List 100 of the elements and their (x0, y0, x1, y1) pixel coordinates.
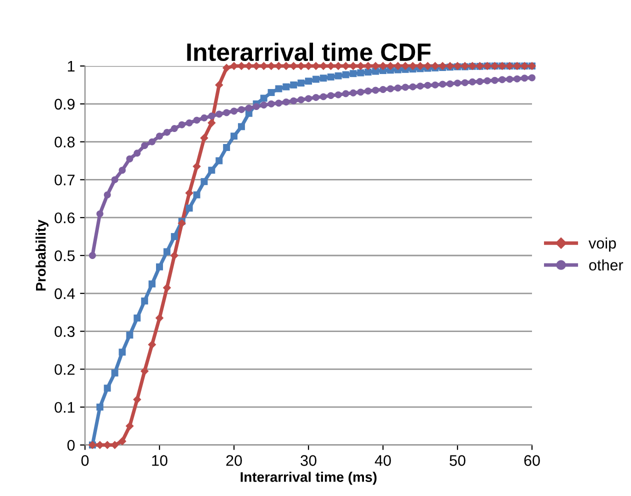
point (290, 97, 298, 104)
point (126, 155, 134, 162)
point (155, 314, 164, 322)
chart-title: Interarrival time CDF (187, 42, 431, 62)
point (320, 74, 327, 82)
y-tick-label: 0.3 (54, 326, 75, 337)
y-tick-label: 0.7 (54, 174, 75, 186)
point (357, 69, 364, 76)
point (468, 78, 476, 86)
point (193, 191, 200, 198)
x-tick-label: 20 (226, 455, 242, 466)
x-tick-label: 50 (450, 455, 466, 466)
point (268, 89, 275, 96)
point (438, 62, 447, 70)
point (141, 142, 148, 150)
point (156, 132, 163, 140)
point (260, 102, 268, 109)
point (514, 75, 521, 82)
x-tick-label: 40 (374, 455, 391, 466)
point (401, 62, 410, 70)
point (431, 62, 440, 70)
x-tick-label: 10 (152, 455, 168, 466)
point (163, 248, 170, 256)
point (216, 110, 223, 118)
point (461, 79, 468, 86)
point (408, 62, 417, 70)
point (394, 84, 402, 92)
point (334, 91, 342, 98)
point (416, 62, 424, 70)
point (394, 62, 402, 70)
y-tick-label: 0.2 (54, 364, 75, 375)
point (126, 422, 134, 430)
point (170, 251, 179, 260)
point (484, 77, 491, 84)
point (110, 440, 119, 450)
point (327, 74, 334, 80)
point (148, 340, 156, 349)
point (118, 437, 126, 446)
point (320, 93, 327, 100)
point (506, 76, 514, 83)
y-tick-label: 0.8 (54, 136, 75, 148)
point (424, 82, 432, 89)
legend-label: other (589, 259, 624, 271)
point (96, 210, 104, 218)
point (521, 74, 528, 82)
point (260, 94, 268, 102)
point (140, 366, 149, 376)
y-tick-label: 0.4 (54, 288, 75, 300)
point (334, 72, 342, 80)
point (342, 90, 350, 98)
point (141, 297, 148, 304)
point (111, 176, 118, 184)
point (222, 64, 231, 72)
point (305, 78, 312, 85)
point (103, 440, 112, 450)
point (148, 138, 156, 146)
x-tick-label: 30 (300, 455, 316, 466)
point (380, 86, 386, 93)
point (476, 78, 484, 86)
point (275, 85, 282, 92)
point (238, 106, 245, 114)
point (133, 395, 142, 404)
point (439, 80, 446, 88)
point (104, 384, 111, 392)
point (350, 70, 357, 78)
y-tick-label: 0.9 (54, 98, 75, 110)
point (298, 80, 305, 87)
point (402, 84, 409, 91)
y-tick-label: 0.5 (54, 250, 75, 262)
point (409, 83, 416, 90)
point (275, 100, 282, 107)
point (245, 104, 252, 112)
point (170, 233, 178, 240)
point (238, 123, 245, 130)
point (342, 71, 350, 78)
x-tick-label: 0 (81, 455, 89, 466)
point (446, 80, 454, 88)
point (312, 94, 320, 101)
x-tick-label: 60 (524, 455, 540, 466)
point (491, 76, 498, 84)
point (282, 83, 290, 90)
point (327, 92, 334, 100)
point (216, 157, 223, 164)
point (252, 103, 260, 110)
point (312, 76, 320, 83)
point (162, 284, 172, 292)
point (386, 62, 395, 70)
point (178, 219, 186, 228)
point (416, 82, 424, 90)
point (178, 121, 186, 128)
point (230, 132, 238, 140)
point (192, 162, 201, 171)
point (230, 108, 238, 115)
point (134, 150, 141, 157)
point (156, 263, 163, 270)
point (118, 348, 126, 356)
point (200, 134, 208, 142)
point (170, 125, 178, 132)
y-tick-label: 0.6 (54, 212, 75, 224)
point (96, 440, 104, 450)
